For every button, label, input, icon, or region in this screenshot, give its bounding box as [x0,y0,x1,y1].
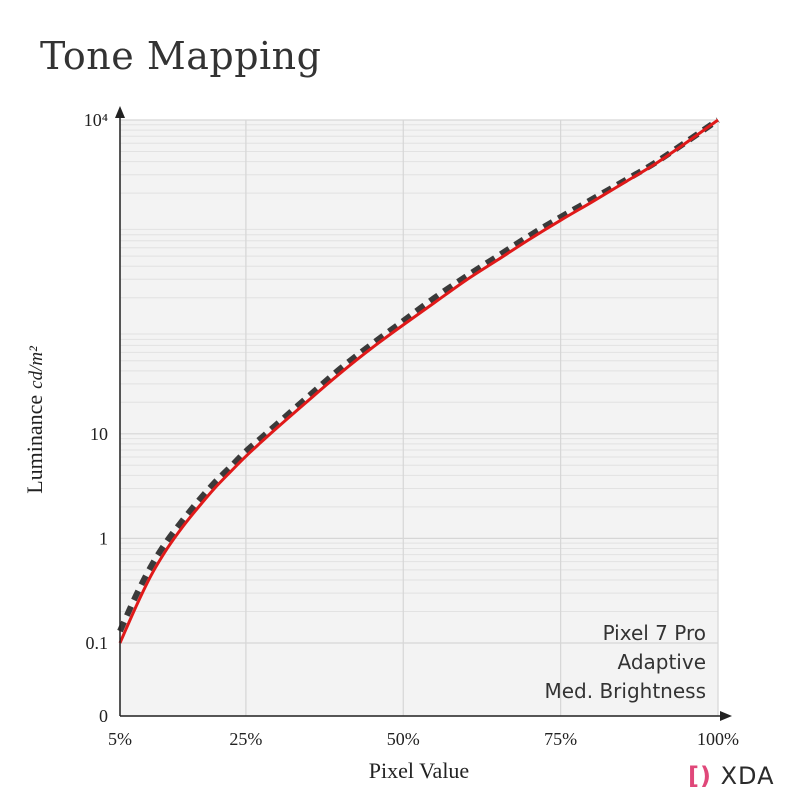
x-axis-label: Pixel Value [369,758,469,783]
plot-area [120,120,718,716]
x-tick-label: 100% [697,729,739,749]
series-group [117,117,720,644]
xda-logo-bracket: [) [688,762,712,790]
series-line-measured [118,118,719,644]
annotation-line-3: Med. Brightness [544,679,706,703]
y-tick-label: 0.1 [86,633,109,653]
y-axis-arrow [115,106,125,118]
x-tick-label: 5% [108,729,132,749]
y-tick-label: 1 [99,528,108,548]
y-tick-label: 10⁴ [84,110,108,130]
annotation-line-2: Adaptive [617,650,706,674]
tick-labels: 0 0.1 1 10 10⁴ 5% 25% 50% 75% 100% [84,110,739,749]
annotation-line-1: Pixel 7 Pro [603,621,706,645]
y-axis-label-unit: cd/m² [26,346,47,389]
x-axis-arrow [720,711,732,721]
xda-logo-text: XDA [720,762,775,790]
y-axis-label-text: Luminance [22,395,47,494]
chart-title: Tone Mapping [40,34,322,78]
x-tick-label: 25% [229,729,262,749]
y-tick-label: 0 [99,706,108,726]
x-tick-label: 75% [544,729,577,749]
series-line-target [117,117,720,633]
xda-logo: [) XDA [688,762,775,790]
y-axis-label: Luminance cd/m² [22,346,47,494]
x-tick-label: 50% [387,729,420,749]
y-tick-label: 10 [90,424,108,444]
